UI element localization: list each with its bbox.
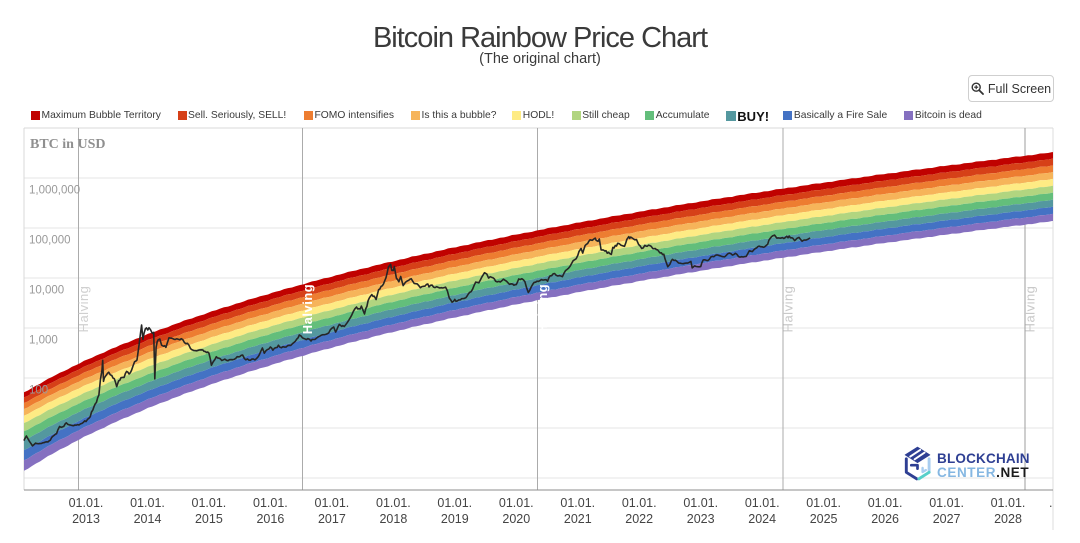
svg-text:01.01.: 01.01. bbox=[745, 496, 780, 510]
svg-text:2013: 2013 bbox=[72, 512, 100, 526]
svg-text:01.01.: 01.01. bbox=[253, 496, 288, 510]
svg-text:01.01.: 01.01. bbox=[868, 496, 903, 510]
svg-text:01.01.: 01.01. bbox=[192, 496, 227, 510]
svg-text:01.01.: 01.01. bbox=[130, 496, 165, 510]
svg-text:2018: 2018 bbox=[379, 512, 407, 526]
svg-text:Halving: Halving bbox=[1023, 286, 1038, 333]
svg-text:1,000,000: 1,000,000 bbox=[29, 185, 80, 197]
svg-text:2025: 2025 bbox=[810, 512, 838, 526]
svg-text:2015: 2015 bbox=[195, 512, 223, 526]
svg-text:Halving: Halving bbox=[535, 284, 550, 334]
svg-text:2021: 2021 bbox=[564, 512, 592, 526]
svg-text:2028: 2028 bbox=[994, 512, 1022, 526]
svg-text:Halving: Halving bbox=[76, 286, 91, 333]
svg-text:2027: 2027 bbox=[933, 512, 961, 526]
svg-text:2026: 2026 bbox=[871, 512, 899, 526]
svg-text:10,000: 10,000 bbox=[29, 285, 64, 297]
svg-text:2019: 2019 bbox=[441, 512, 469, 526]
svg-text:2024: 2024 bbox=[748, 512, 776, 526]
svg-text:BTC in USD: BTC in USD bbox=[30, 137, 105, 152]
svg-text:100: 100 bbox=[29, 385, 48, 397]
svg-text:2022: 2022 bbox=[625, 512, 653, 526]
svg-text:01.01.: 01.01. bbox=[376, 496, 411, 510]
svg-text:01.01.: 01.01. bbox=[622, 496, 657, 510]
svg-text:2016: 2016 bbox=[256, 512, 284, 526]
svg-text:01.01.: 01.01. bbox=[560, 496, 595, 510]
svg-text:2017: 2017 bbox=[318, 512, 346, 526]
svg-text:01.01.: 01.01. bbox=[437, 496, 472, 510]
svg-text:100,000: 100,000 bbox=[29, 235, 71, 247]
svg-text:01.01.: 01.01. bbox=[929, 496, 964, 510]
svg-text:01.01.: 01.01. bbox=[69, 496, 104, 510]
svg-text:.: . bbox=[1049, 496, 1052, 510]
svg-text:1,000: 1,000 bbox=[29, 335, 58, 347]
svg-text:2014: 2014 bbox=[134, 512, 162, 526]
svg-text:01.01.: 01.01. bbox=[499, 496, 534, 510]
svg-text:01.01.: 01.01. bbox=[806, 496, 841, 510]
svg-text:CENTER.NET: CENTER.NET bbox=[937, 465, 1029, 480]
svg-text:BLOCKCHAIN: BLOCKCHAIN bbox=[937, 451, 1030, 466]
svg-text:01.01.: 01.01. bbox=[991, 496, 1026, 510]
svg-text:Halving: Halving bbox=[781, 286, 796, 333]
svg-text:01.01.: 01.01. bbox=[315, 496, 350, 510]
svg-text:01.01.: 01.01. bbox=[683, 496, 718, 510]
svg-text:Halving: Halving bbox=[300, 284, 315, 334]
svg-text:2023: 2023 bbox=[687, 512, 715, 526]
svg-text:2020: 2020 bbox=[502, 512, 530, 526]
